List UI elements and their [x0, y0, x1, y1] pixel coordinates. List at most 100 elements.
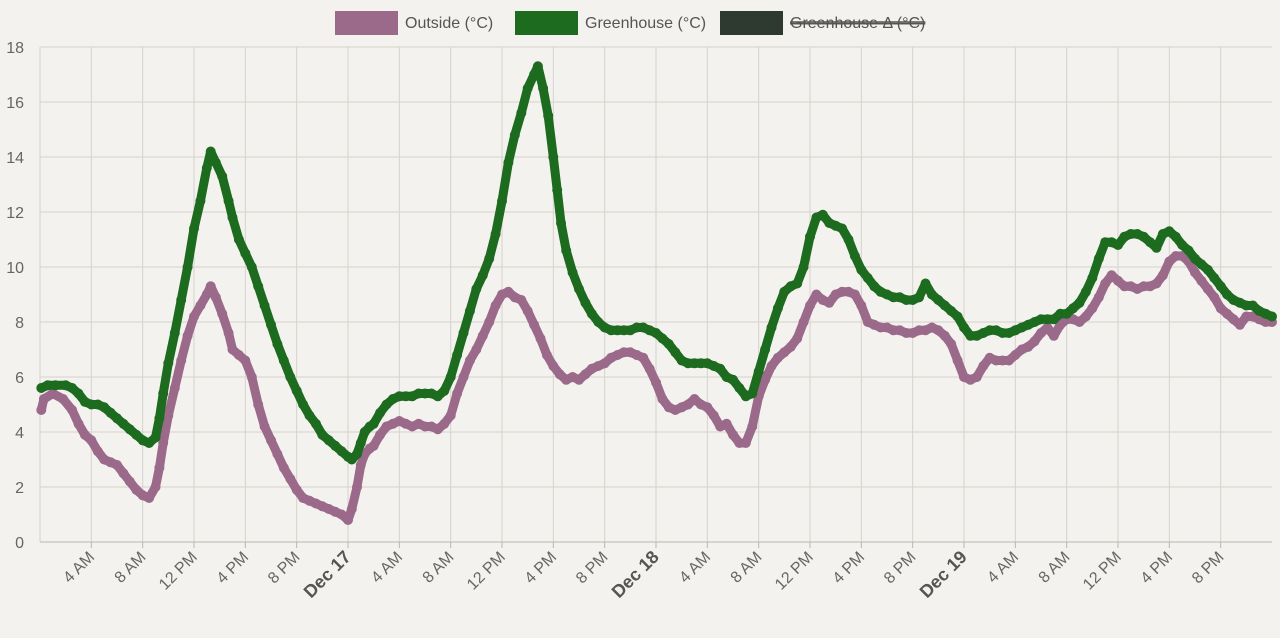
data-point[interactable]: [939, 330, 950, 341]
legend-item-0[interactable]: Outside (°C): [335, 11, 493, 35]
data-point[interactable]: [1183, 245, 1194, 256]
data-point[interactable]: [154, 413, 165, 424]
data-point[interactable]: [805, 300, 815, 311]
data-point[interactable]: [298, 399, 309, 410]
data-point[interactable]: [792, 333, 803, 344]
data-point[interactable]: [439, 385, 450, 396]
data-point[interactable]: [785, 341, 796, 352]
data-point[interactable]: [1157, 270, 1168, 281]
data-point[interactable]: [291, 385, 302, 396]
data-point[interactable]: [497, 196, 507, 206]
data-point[interactable]: [522, 83, 533, 94]
data-point[interactable]: [343, 515, 353, 525]
data-point[interactable]: [760, 374, 771, 385]
data-point[interactable]: [246, 372, 257, 382]
legend-label[interactable]: Greenhouse (°C): [585, 15, 706, 32]
data-point[interactable]: [728, 429, 738, 440]
data-point[interactable]: [1209, 292, 1220, 303]
data-point[interactable]: [210, 292, 221, 303]
data-point[interactable]: [1048, 330, 1059, 341]
data-point[interactable]: [464, 355, 475, 366]
data-point[interactable]: [266, 319, 276, 330]
data-point[interactable]: [747, 388, 758, 399]
data-point[interactable]: [1074, 297, 1085, 308]
data-point[interactable]: [734, 383, 745, 393]
data-point[interactable]: [217, 171, 228, 182]
data-point[interactable]: [1100, 278, 1111, 289]
data-point[interactable]: [253, 281, 264, 292]
data-point[interactable]: [516, 295, 527, 305]
data-point[interactable]: [477, 330, 488, 341]
data-point[interactable]: [644, 363, 655, 374]
data-point[interactable]: [747, 421, 758, 432]
data-point[interactable]: [574, 284, 584, 294]
data-point[interactable]: [240, 355, 251, 366]
data-point[interactable]: [1151, 242, 1162, 253]
data-point[interactable]: [452, 350, 463, 360]
legend-label[interactable]: Greenhouse Δ (°C): [790, 15, 925, 32]
data-point[interactable]: [352, 482, 362, 492]
data-point[interactable]: [657, 394, 668, 404]
data-point[interactable]: [1267, 311, 1277, 322]
data-point[interactable]: [503, 157, 514, 168]
data-point[interactable]: [1234, 319, 1245, 330]
data-point[interactable]: [195, 300, 206, 311]
data-point[interactable]: [189, 223, 199, 234]
data-point[interactable]: [1087, 303, 1098, 314]
data-point[interactable]: [205, 146, 216, 157]
data-point[interactable]: [278, 355, 289, 366]
data-point[interactable]: [86, 435, 97, 446]
data-point[interactable]: [259, 300, 270, 311]
data-point[interactable]: [849, 289, 860, 300]
data-point[interactable]: [529, 319, 540, 330]
data-point[interactable]: [368, 440, 379, 451]
data-point[interactable]: [38, 394, 49, 404]
data-point[interactable]: [246, 262, 257, 272]
data-point[interactable]: [217, 308, 228, 319]
data-point[interactable]: [824, 297, 835, 308]
data-point[interactable]: [1209, 273, 1220, 283]
data-point[interactable]: [1029, 336, 1040, 347]
data-point[interactable]: [278, 462, 289, 473]
data-point[interactable]: [849, 251, 860, 261]
data-point[interactable]: [375, 407, 386, 418]
data-point[interactable]: [914, 292, 925, 303]
data-point[interactable]: [210, 157, 221, 168]
legend-swatch[interactable]: [720, 11, 783, 35]
data-point[interactable]: [541, 350, 552, 360]
data-point[interactable]: [728, 374, 738, 385]
data-point[interactable]: [240, 248, 251, 259]
data-point[interactable]: [163, 410, 174, 421]
data-point[interactable]: [471, 284, 482, 294]
data-point[interactable]: [753, 366, 764, 377]
data-point[interactable]: [144, 493, 155, 503]
data-point[interactable]: [285, 372, 296, 382]
data-point[interactable]: [1093, 292, 1104, 303]
data-point[interactable]: [154, 462, 165, 473]
data-point[interactable]: [227, 212, 238, 223]
data-point[interactable]: [42, 380, 53, 391]
legend-item-1[interactable]: Greenhouse (°C): [515, 11, 706, 35]
data-point[interactable]: [272, 339, 283, 349]
legend-label[interactable]: Outside (°C): [405, 15, 493, 32]
data-point[interactable]: [552, 185, 563, 195]
data-point[interactable]: [1196, 275, 1207, 286]
legend-swatch[interactable]: [515, 11, 578, 35]
data-point[interactable]: [169, 383, 180, 393]
data-point[interactable]: [310, 418, 321, 429]
data-point[interactable]: [651, 377, 661, 388]
data-point[interactable]: [740, 438, 751, 448]
data-point[interactable]: [522, 306, 533, 316]
data-point[interactable]: [509, 130, 520, 140]
data-point[interactable]: [516, 108, 527, 118]
data-point[interactable]: [36, 405, 47, 415]
data-point[interactable]: [452, 388, 463, 399]
data-point[interactable]: [150, 482, 161, 492]
data-point[interactable]: [538, 83, 549, 94]
data-point[interactable]: [1170, 231, 1181, 242]
data-point[interactable]: [766, 361, 777, 371]
data-point[interactable]: [971, 372, 982, 382]
data-point[interactable]: [1042, 322, 1053, 333]
data-point[interactable]: [259, 421, 270, 432]
data-point[interactable]: [663, 339, 674, 349]
